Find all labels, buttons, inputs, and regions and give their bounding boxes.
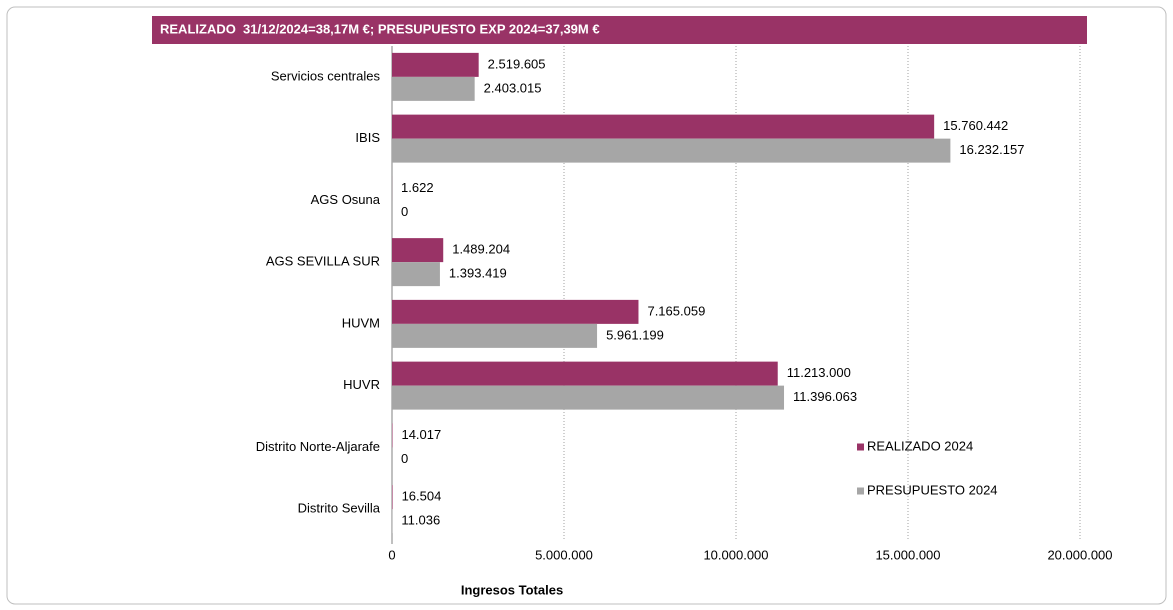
- bar: [392, 138, 951, 163]
- value-label: 11.036: [401, 513, 440, 528]
- x-tick-label: 10.000.000: [703, 547, 768, 562]
- y-tick-label: Servicios centrales: [271, 68, 381, 83]
- bar: [392, 323, 598, 348]
- x-axis-label: Ingresos Totales: [461, 582, 563, 597]
- x-tick-label: 0: [388, 547, 395, 562]
- y-tick-label: Distrito Sevilla: [298, 501, 381, 516]
- y-tick-label: HUVM: [342, 315, 380, 330]
- value-label: 7.165.059: [647, 303, 705, 318]
- legend-label: REALIZADO 2024: [867, 438, 973, 453]
- bar: [392, 238, 444, 263]
- bar: [392, 485, 393, 510]
- value-label: 1.393.419: [449, 266, 507, 281]
- bar: [392, 385, 785, 410]
- value-label: 0: [401, 204, 408, 219]
- y-tick-label: AGS SEVILLA SUR: [266, 254, 380, 269]
- value-label: 15.760.442: [943, 118, 1008, 133]
- value-label: 2.403.015: [484, 80, 542, 95]
- value-label: 2.519.605: [488, 56, 546, 71]
- value-label: 16.504: [402, 489, 442, 504]
- y-tick-label: HUVR: [343, 377, 380, 392]
- chart-title: REALIZADO 31/12/2024=38,17M €; PRESUPUES…: [160, 21, 600, 36]
- x-tick-label: 15.000.000: [875, 547, 940, 562]
- bar: [392, 76, 475, 101]
- value-label: 14.017: [401, 427, 441, 442]
- value-label: 16.232.157: [959, 142, 1024, 157]
- title-bar: [152, 16, 1087, 44]
- bar: [392, 52, 479, 77]
- bar: [392, 114, 935, 139]
- bar: [392, 361, 778, 386]
- x-tick-label: 20.000.000: [1047, 547, 1112, 562]
- value-label: 1.622: [401, 180, 434, 195]
- value-label: 11.396.063: [793, 389, 857, 404]
- y-tick-label: Distrito Norte-Aljarafe: [256, 439, 380, 454]
- value-label: 5.961.199: [606, 327, 664, 342]
- value-label: 1.489.204: [452, 242, 510, 257]
- y-tick-label: AGS Osuna: [311, 192, 381, 207]
- legend-swatch: [857, 487, 864, 495]
- value-label: 11.213.000: [787, 365, 851, 380]
- y-tick-label: IBIS: [355, 130, 380, 145]
- x-tick-label: 5.000.000: [535, 547, 593, 562]
- bar: [392, 262, 440, 287]
- bar: [392, 299, 639, 324]
- legend-label: PRESUPUESTO 2024: [867, 482, 998, 497]
- legend-swatch: [857, 443, 864, 451]
- value-label: 0: [401, 451, 408, 466]
